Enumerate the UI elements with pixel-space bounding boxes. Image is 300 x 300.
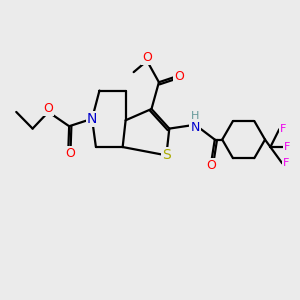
Text: H: H [191,111,200,122]
Text: N: N [190,121,200,134]
Text: O: O [44,102,53,115]
Text: O: O [142,51,152,64]
Text: N: N [87,112,97,126]
Text: S: S [162,148,171,162]
Text: F: F [280,124,286,134]
Text: F: F [283,158,289,168]
Text: O: O [65,147,75,161]
Text: F: F [284,142,290,152]
Text: O: O [206,159,216,172]
Text: O: O [174,70,184,83]
